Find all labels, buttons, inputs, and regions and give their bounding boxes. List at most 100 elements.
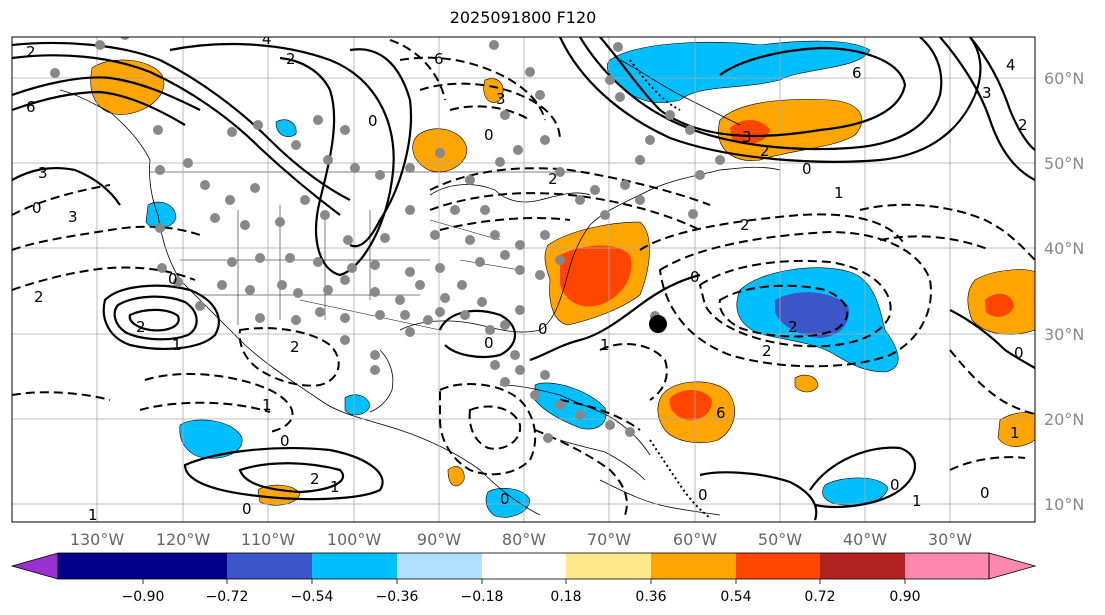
contour-label: 2 xyxy=(34,288,44,306)
latitude-axis: 60°N 50°N 40°N 30°N 20°N 10°N xyxy=(1044,69,1084,514)
lat-label: 20°N xyxy=(1044,410,1084,429)
contour-labels: 2 6 3 0 3 2 2 4 0 6 3 0 2 6 3 2 0 1 2 0 … xyxy=(26,30,1028,524)
colorbar-tick: −0.54 xyxy=(291,589,334,605)
fill-red-orange xyxy=(985,293,1014,317)
contour-label: 2 xyxy=(286,50,296,68)
contour-label: 4 xyxy=(1006,56,1016,74)
colorbar-tick: −0.90 xyxy=(122,589,165,605)
lon-label: 70°W xyxy=(587,530,631,549)
contour-label: 2 xyxy=(548,170,558,188)
lat-label: 40°N xyxy=(1044,239,1084,258)
colorbar-bin xyxy=(397,553,482,579)
contour-label: 2 xyxy=(788,318,798,336)
contour-label: 1 xyxy=(600,336,610,354)
colorbar-extend-low xyxy=(10,552,59,580)
contour-label: 4 xyxy=(262,30,272,48)
contour-label: 3 xyxy=(68,208,78,226)
contour-label: 3 xyxy=(982,84,992,102)
colorbar-tick: 0.90 xyxy=(889,589,920,605)
contour-label: 0 xyxy=(890,476,900,494)
lon-label: 120°W xyxy=(156,530,211,549)
fill-orange xyxy=(997,412,1035,447)
fill-light-blue xyxy=(534,382,607,430)
lat-label: 30°N xyxy=(1044,325,1084,344)
fill-red-orange xyxy=(730,120,770,145)
colorbar-tick: −0.18 xyxy=(461,589,504,605)
political-borders xyxy=(150,171,590,331)
lon-label: 110°W xyxy=(241,530,296,549)
contour-label: 1 xyxy=(330,478,340,496)
map-frame xyxy=(11,36,1036,523)
lon-label: 40°W xyxy=(843,530,887,549)
contour-label: 2 xyxy=(760,142,770,160)
contour-label: 2 xyxy=(310,470,320,488)
contour-label: 6 xyxy=(852,64,862,82)
contour-label: 6 xyxy=(716,404,726,422)
colorbar-bin xyxy=(905,553,989,579)
colorbar-tick: 0.36 xyxy=(635,589,666,605)
fill-red-orange xyxy=(669,389,712,421)
lat-label: 10°N xyxy=(1044,495,1084,514)
contour-label: 1 xyxy=(912,492,922,510)
lon-label: 130°W xyxy=(70,530,125,549)
lon-label: 80°W xyxy=(502,530,546,549)
contour-label: 2 xyxy=(290,338,300,356)
contour-label: 0 xyxy=(698,486,708,504)
station-dots xyxy=(50,37,725,443)
contour-label: 1 xyxy=(172,336,182,354)
fill-orange xyxy=(794,374,819,393)
contour-label: 2 xyxy=(26,43,36,61)
colorbar-bin xyxy=(143,553,227,579)
contour-label: 0 xyxy=(500,490,510,508)
fill-light-blue xyxy=(275,119,297,137)
contour-label: 1 xyxy=(88,506,98,524)
contour-label: 1 xyxy=(1010,424,1020,442)
contour-label: 0 xyxy=(368,112,378,130)
fill-orange xyxy=(483,78,504,103)
dotted-contours xyxy=(629,59,711,519)
anomaly-fills xyxy=(90,40,1035,518)
colorbar-frame xyxy=(57,552,990,580)
longitude-axis: 130°W 120°W 110°W 100°W 90°W 80°W 70°W 6… xyxy=(70,530,972,549)
contour-label: 2 xyxy=(136,318,146,336)
colorbar-tick: 0.18 xyxy=(550,589,581,605)
colorbar-bin xyxy=(227,553,312,579)
colorbar-extend-high xyxy=(988,552,1037,580)
storm-center-marker xyxy=(649,315,667,333)
colorbar-bin xyxy=(566,553,651,579)
map-title: 2025091800 F120 xyxy=(449,8,597,27)
fill-mid-blue xyxy=(775,292,849,338)
contour-label: 0 xyxy=(690,268,700,286)
contour-label: 0 xyxy=(168,270,178,288)
lat-label: 60°N xyxy=(1044,69,1084,88)
colorbar-tick: 0.54 xyxy=(720,589,751,605)
contour-label: 3 xyxy=(38,164,48,182)
contour-label: 6 xyxy=(26,98,36,116)
lat-label: 50°N xyxy=(1044,154,1084,173)
colorbar-bin xyxy=(820,553,905,579)
contour-label: 3 xyxy=(496,90,506,108)
lon-label: 50°W xyxy=(758,530,802,549)
contour-label: 0 xyxy=(484,334,494,352)
colorbar-bin xyxy=(482,553,566,579)
colorbar: −0.90 −0.72 −0.54 −0.36 −0.18 0.18 0.36 … xyxy=(10,552,1037,605)
lon-label: 90°W xyxy=(417,530,461,549)
fill-orange xyxy=(90,59,165,115)
contour-label: 0 xyxy=(1014,344,1024,362)
fill-light-blue xyxy=(485,487,531,518)
colorbar-tick: −0.36 xyxy=(376,589,419,605)
contour-label: 1 xyxy=(834,184,844,202)
negative-contours xyxy=(12,39,1035,516)
colorbar-bin xyxy=(736,553,820,579)
contour-label: 2 xyxy=(762,342,772,360)
contour-label: 1 xyxy=(262,396,272,414)
contour-label: 3 xyxy=(742,128,752,146)
colorbar-bin xyxy=(312,553,397,579)
contour-label: 6 xyxy=(434,50,444,68)
lon-label: 30°W xyxy=(928,530,972,549)
colorbar-tick-marks xyxy=(142,579,906,584)
contour-label: 0 xyxy=(802,160,812,178)
colorbar-bin xyxy=(58,553,143,579)
fill-red-orange xyxy=(560,245,632,307)
contour-label: 2 xyxy=(1018,116,1028,134)
